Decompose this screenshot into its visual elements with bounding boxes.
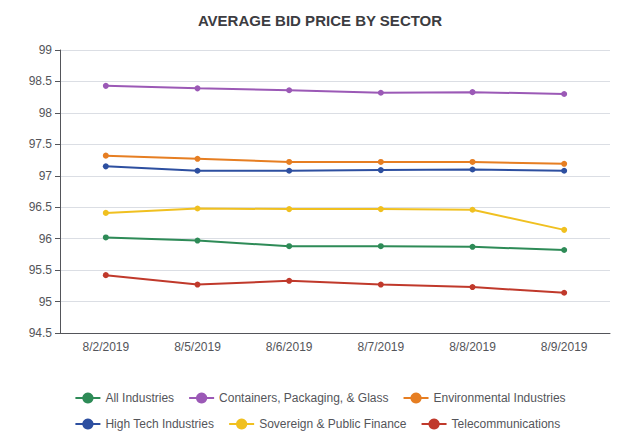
svg-text:96.5: 96.5 (29, 200, 53, 214)
svg-text:AVERAGE BID PRICE BY SECTOR: AVERAGE BID PRICE BY SECTOR (198, 12, 442, 29)
svg-text:Sovereign & Public Finance: Sovereign & Public Finance (259, 417, 407, 431)
svg-text:Environmental Industries: Environmental Industries (434, 391, 566, 405)
svg-text:8/6/2019: 8/6/2019 (266, 340, 313, 354)
svg-text:Telecommunications: Telecommunications (452, 417, 561, 431)
svg-text:8/7/2019: 8/7/2019 (357, 340, 404, 354)
svg-text:8/2/2019: 8/2/2019 (82, 340, 129, 354)
svg-text:All Industries: All Industries (105, 391, 174, 405)
svg-text:Containers, Packaging, & Glass: Containers, Packaging, & Glass (219, 391, 388, 405)
svg-text:8/9/2019: 8/9/2019 (541, 340, 588, 354)
svg-text:99: 99 (39, 43, 53, 57)
svg-text:97.5: 97.5 (29, 137, 53, 151)
svg-text:98.5: 98.5 (29, 74, 53, 88)
svg-text:98: 98 (39, 106, 53, 120)
svg-text:8/5/2019: 8/5/2019 (174, 340, 221, 354)
svg-text:97: 97 (39, 169, 53, 183)
svg-text:95: 95 (39, 295, 53, 309)
svg-text:95.5: 95.5 (29, 263, 53, 277)
svg-text:High Tech Industries: High Tech Industries (105, 417, 214, 431)
svg-text:8/8/2019: 8/8/2019 (449, 340, 496, 354)
svg-text:94.5: 94.5 (29, 326, 53, 340)
svg-text:96: 96 (39, 232, 53, 246)
